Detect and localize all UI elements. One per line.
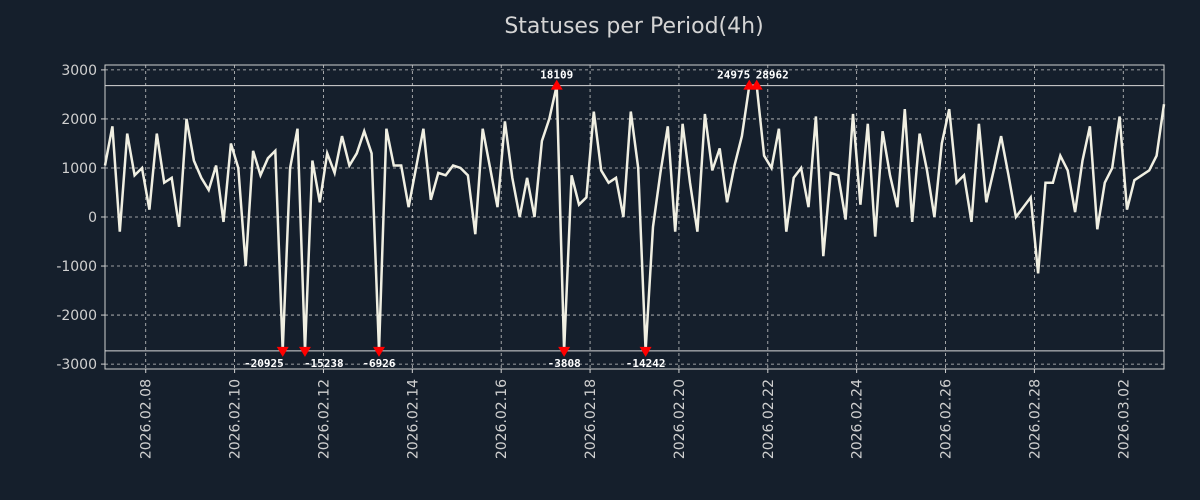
- clip-marker-down: [276, 346, 289, 357]
- clipped-value-label: 28962: [756, 69, 789, 82]
- clipped-value-label: -20925: [244, 357, 284, 370]
- x-tick-label: 2026.02.14: [405, 379, 421, 459]
- clip-marker-down: [639, 346, 652, 357]
- y-tick-label: -2000: [56, 308, 97, 324]
- y-tick-label: 2000: [61, 112, 97, 128]
- x-tick-label: 2026.02.12: [316, 379, 332, 459]
- x-tick-label: 2026.02.22: [761, 379, 777, 459]
- clip-marker-up: [750, 79, 763, 90]
- x-tick-label: 2026.02.24: [850, 379, 866, 459]
- clipped-value-label: -14242: [626, 357, 666, 370]
- chart-title: Statuses per Period(4h): [504, 14, 764, 39]
- y-tick-label: 3000: [61, 63, 97, 79]
- x-tick-label: 2026.02.08: [139, 379, 155, 459]
- y-tick-label: -3000: [56, 357, 97, 373]
- x-tick-label: 2026.02.26: [939, 379, 955, 459]
- series-line: [103, 84, 1166, 351]
- clip-marker-down: [558, 346, 571, 357]
- clipped-value-label: -6926: [362, 357, 395, 370]
- clip-marker-down: [298, 346, 311, 357]
- x-tick-label: 2026.02.18: [583, 379, 599, 459]
- clipped-value-label: 18109: [540, 69, 573, 82]
- y-tick-label: 1000: [61, 161, 97, 177]
- x-tick-label: 2026.02.20: [672, 379, 688, 459]
- clip-marker-down: [373, 346, 386, 357]
- clipped-value-label: 24975: [717, 69, 750, 82]
- x-tick-label: 2026.02.16: [494, 379, 510, 459]
- clipped-value-label: -15238: [304, 357, 344, 370]
- clip-marker-up: [550, 79, 563, 90]
- clipped-value-label: -3808: [548, 357, 581, 370]
- y-tick-label: -1000: [56, 259, 97, 275]
- x-tick-label: 2026.03.02: [1116, 379, 1132, 459]
- y-tick-label: 0: [88, 210, 97, 226]
- x-tick-label: 2026.02.10: [228, 379, 244, 459]
- x-tick-label: 2026.02.28: [1027, 379, 1043, 459]
